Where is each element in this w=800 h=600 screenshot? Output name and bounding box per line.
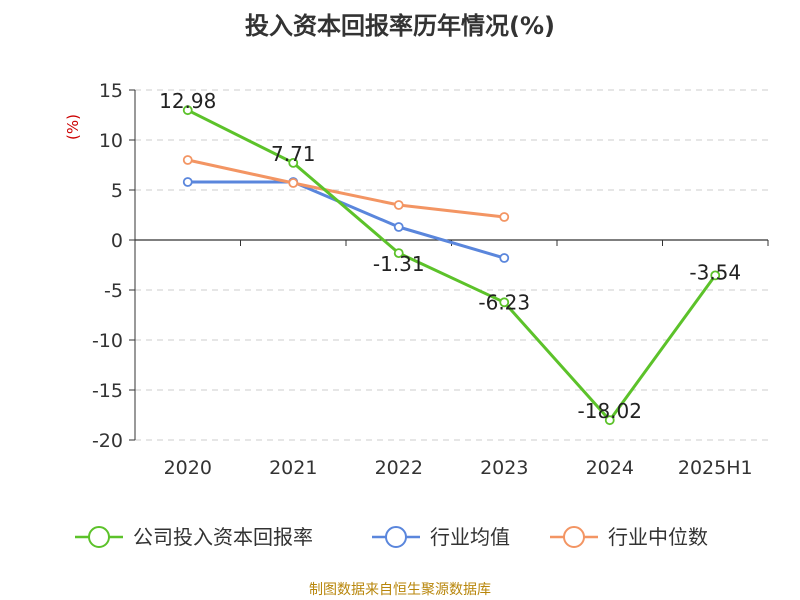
grid-lines <box>135 89 768 441</box>
y-tick-label: -15 <box>92 380 123 402</box>
data-label: 7.71 <box>271 142 316 166</box>
y-tick-label: -10 <box>92 330 123 352</box>
y-tick-label: 0 <box>111 230 123 252</box>
series-lines <box>182 105 721 426</box>
y-tick-label: 5 <box>111 180 123 202</box>
data-point <box>393 222 404 232</box>
x-tick-label: 2023 <box>480 457 528 479</box>
data-label: -6.23 <box>478 290 530 314</box>
data-point <box>393 200 404 210</box>
data-label: -18.02 <box>578 399 642 423</box>
y-tick-label: -5 <box>104 280 123 302</box>
x-tick-label: 2025H1 <box>678 457 753 479</box>
legend-marker <box>385 526 407 548</box>
data-point <box>604 415 615 426</box>
series-line <box>187 158 505 219</box>
data-point <box>182 105 193 116</box>
data-point <box>710 270 721 281</box>
x-tick-label: 2022 <box>375 457 423 479</box>
legend-marker <box>563 526 585 548</box>
legend-label: 行业中位数 <box>608 525 708 549</box>
data-point <box>393 248 404 259</box>
x-tick-label: 2024 <box>586 457 634 479</box>
data-point <box>182 155 193 165</box>
axes <box>129 89 769 441</box>
legend-marker <box>88 526 110 548</box>
legend-label: 公司投入资本回报率 <box>133 525 313 549</box>
data-point <box>499 212 510 222</box>
x-tick-label: 2021 <box>269 457 317 479</box>
data-label: -3.54 <box>689 260 741 284</box>
y-axis-unit-label: (%) <box>64 114 82 140</box>
data-point <box>499 253 510 263</box>
data-point <box>499 297 510 308</box>
data-point <box>182 177 193 187</box>
data-label: 12.98 <box>159 89 216 113</box>
y-tick-label: -20 <box>92 430 123 452</box>
y-tick-label: 15 <box>99 80 123 102</box>
data-label: -1.31 <box>373 252 425 276</box>
data-labels: 12.98 7.71 -1.31 -6.23 -18.02 -3.54 <box>159 89 741 423</box>
series-line <box>187 108 717 422</box>
y-tick-labels: 15 10 5 0 -5 -10 -15 -20 <box>92 80 123 452</box>
x-tick-label: 2020 <box>164 457 212 479</box>
data-source-note: 制图数据来自恒生聚源数据库 <box>309 582 491 598</box>
legend-label: 行业均值 <box>430 525 510 549</box>
x-tick-labels: 2020 2021 2022 2023 2024 2025H1 <box>164 457 753 479</box>
series-line <box>187 180 505 260</box>
chart-title: 投入资本回报率历年情况(%) <box>245 12 555 40</box>
y-tick-label: 10 <box>99 130 123 152</box>
data-point <box>288 178 299 188</box>
data-point <box>288 157 299 168</box>
legend: 公司投入资本回报率 行业均值 行业中位数 <box>75 525 708 549</box>
